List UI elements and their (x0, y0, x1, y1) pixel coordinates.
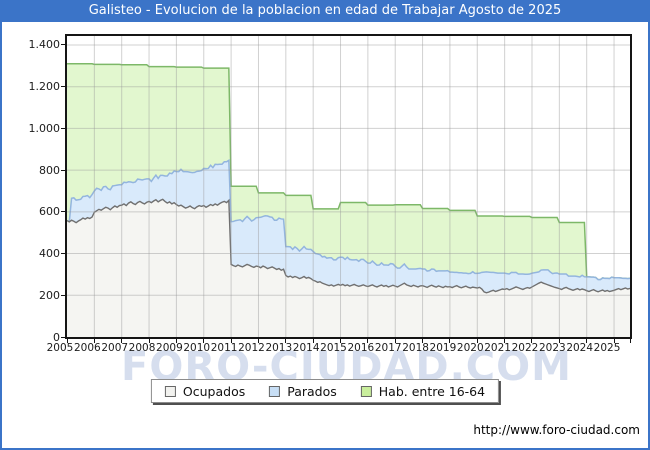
frame-border-bottom (0, 448, 650, 450)
x-axis-tick (175, 339, 177, 343)
legend-swatch-icon (269, 385, 281, 397)
x-axis-tick (558, 339, 560, 343)
x-axis-tick (504, 339, 506, 343)
legend-label: Ocupados (182, 383, 246, 399)
x-tick-label: 2005 (46, 341, 74, 354)
y-axis-tick (61, 211, 65, 213)
x-tick-label: 2020 (456, 341, 484, 354)
x-axis-tick (203, 339, 205, 343)
legend-item-ocupados: Ocupados (164, 383, 246, 399)
y-tick-label: 600 (39, 205, 60, 219)
y-axis-tick (61, 336, 65, 338)
legend-swatch-icon (360, 385, 372, 397)
area-chart-svg (67, 36, 630, 337)
plot-area (65, 34, 632, 339)
y-tick-label: 1.000 (28, 121, 61, 135)
y-tick-label: 0 (53, 330, 60, 344)
x-tick-label: 2015 (320, 341, 347, 354)
x-axis-tick (476, 339, 478, 343)
y-axis-tick (61, 169, 65, 171)
x-axis-tick (230, 339, 232, 343)
x-axis-tick (422, 339, 424, 343)
x-axis-tick (121, 339, 123, 343)
legend: Ocupados Parados Hab. entre 16-64 (150, 379, 500, 403)
x-axis-tick (285, 339, 287, 343)
frame-border-right (648, 0, 650, 450)
x-axis-tick (93, 339, 95, 343)
x-tick-label: 2018 (402, 341, 429, 354)
y-axis-tick (61, 253, 65, 255)
ocupados-area-fill (67, 199, 630, 337)
x-axis-tick (66, 339, 68, 343)
x-tick-label: 2011 (210, 341, 238, 354)
x-axis-tick (613, 339, 615, 343)
parados-line (67, 158, 630, 281)
legend-item-hab-entre-16-64: Hab. entre 16-64 (360, 383, 486, 399)
legend-swatch-icon (164, 385, 176, 397)
x-axis-tick (586, 339, 588, 343)
y-axis-tick (61, 294, 65, 296)
x-tick-label: 2024 (566, 341, 594, 354)
y-tick-label: 800 (39, 163, 60, 177)
x-axis-tick (148, 339, 150, 343)
x-tick-label: 2007 (101, 341, 129, 354)
hab-line (67, 62, 630, 281)
x-axis-tick (340, 339, 342, 343)
y-tick-label: 200 (39, 288, 60, 302)
x-tick-label: 2023 (538, 341, 566, 354)
x-axis-tick (394, 339, 396, 343)
x-tick-label: 2014 (292, 341, 320, 354)
x-tick-label: 2016 (347, 341, 375, 354)
y-tick-label: 400 (39, 247, 60, 261)
x-tick-label: 2010 (183, 341, 211, 354)
grid-lines (67, 36, 630, 337)
x-axis-tick (629, 339, 631, 343)
frame-border-left (0, 0, 2, 450)
x-tick-label: 2012 (238, 341, 265, 354)
x-tick-label: 2019 (429, 341, 457, 354)
ocupados-line (67, 198, 630, 294)
legend-label: Parados (287, 383, 337, 399)
x-tick-label: 2022 (511, 341, 539, 354)
x-tick-label: 2008 (128, 341, 156, 354)
y-tick-label: 1.400 (28, 38, 61, 52)
x-tick-label: 2017 (374, 341, 402, 354)
x-axis-tick (367, 339, 369, 343)
x-tick-label: 2006 (73, 341, 101, 354)
chart-title: Galisteo - Evolucion de la poblacion en … (88, 3, 562, 18)
x-tick-label: 2025 (593, 341, 621, 354)
x-axis-tick (531, 339, 533, 343)
x-axis-tick (449, 339, 451, 343)
x-tick-label: 2013 (265, 341, 293, 354)
x-axis-tick (312, 339, 314, 343)
x-axis-tick (257, 339, 259, 343)
y-axis-tick (61, 86, 65, 88)
x-tick-label: 2009 (156, 341, 183, 354)
legend-label: Hab. entre 16-64 (378, 383, 486, 399)
title-bar: Galisteo - Evolucion de la poblacion en … (0, 0, 650, 22)
legend-item-parados: Parados (269, 384, 337, 399)
footer-url-link[interactable]: http://www.foro-ciudad.com (473, 423, 640, 437)
y-axis-tick (61, 44, 65, 46)
x-tick-label: 2021 (484, 341, 511, 354)
y-axis-tick (61, 127, 65, 129)
y-tick-label: 1.200 (28, 80, 61, 94)
